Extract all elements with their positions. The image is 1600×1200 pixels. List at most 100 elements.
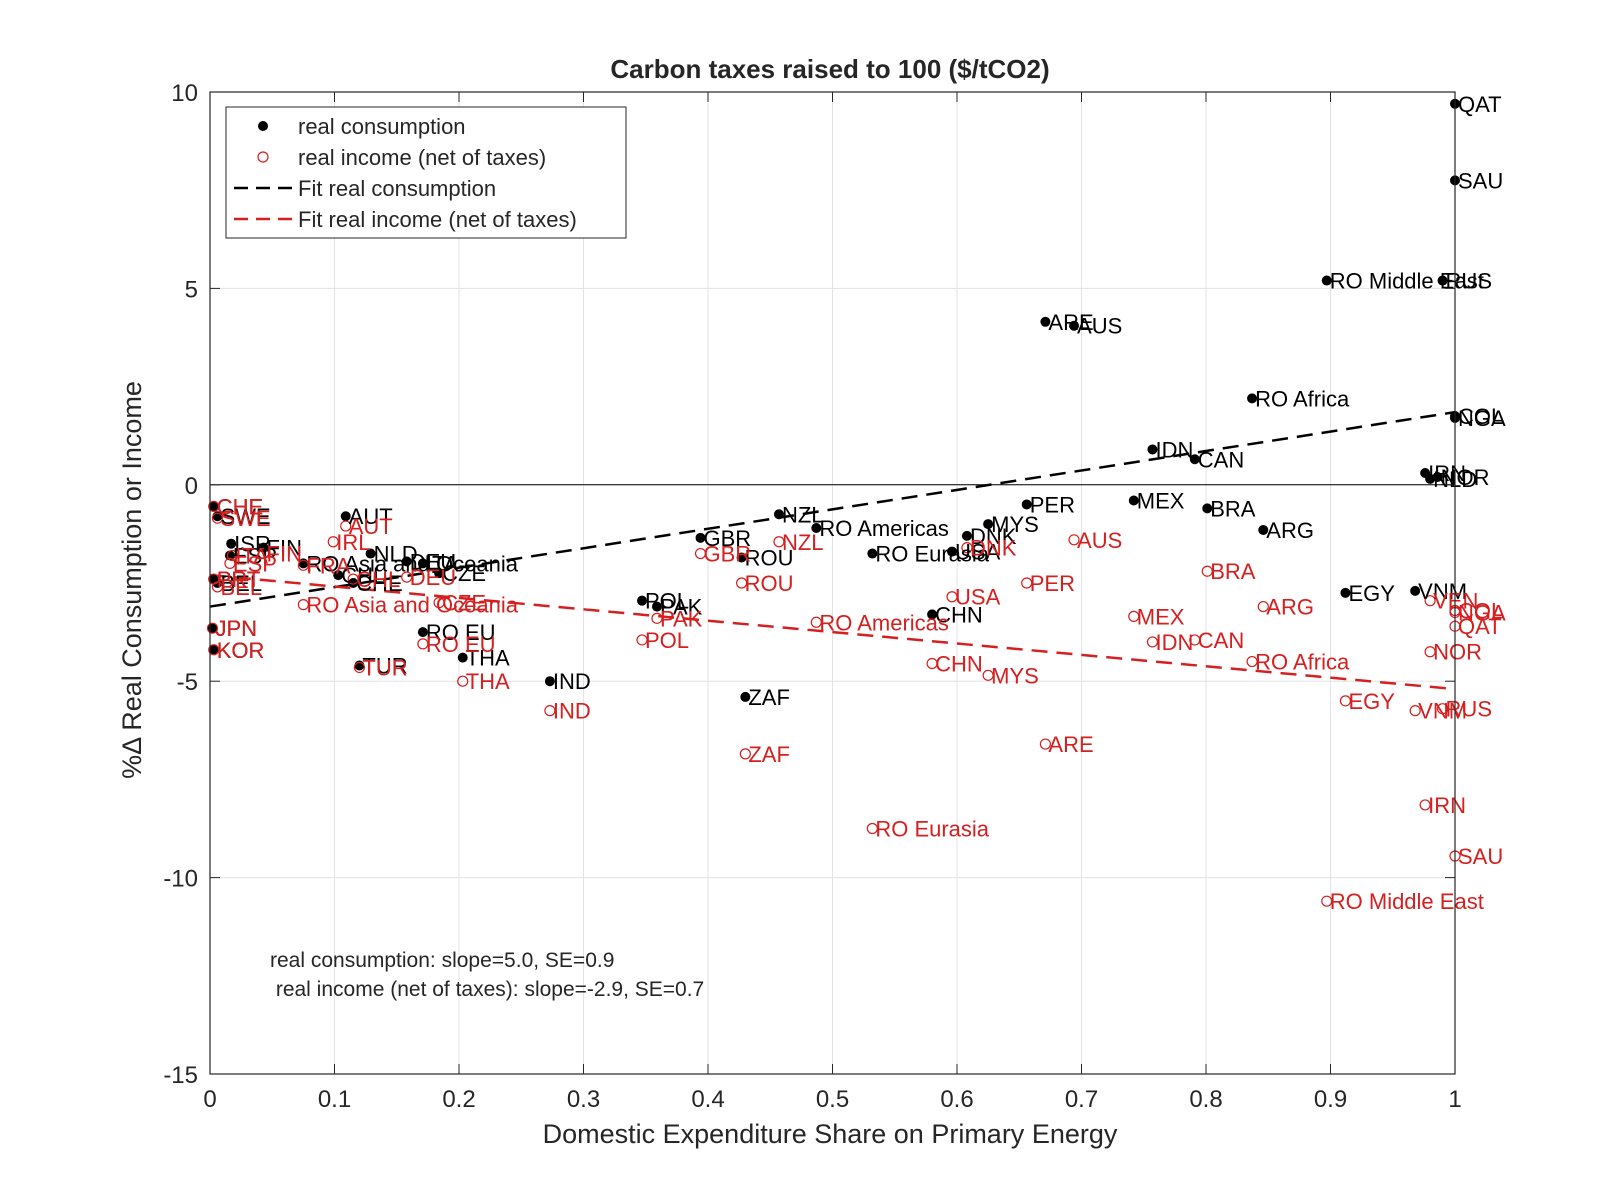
x-axis-ticks: 0 0.1 0.2 0.3 0.4 0.5 0.6 0.7 0.8 0.9 1: [203, 92, 1462, 1113]
income-point-label: PAK: [660, 606, 703, 631]
income-point: [1257, 600, 1269, 613]
income-point-label: CZE: [442, 591, 486, 616]
legend: real consumption real income (net of tax…: [225, 106, 627, 239]
income-point-label: IRN: [1428, 793, 1466, 818]
consumption-point-label: CHN: [935, 602, 983, 627]
consumption-point: [1437, 275, 1448, 286]
consumption-point: [983, 519, 994, 530]
consumption-point-label: DEU: [410, 549, 456, 574]
consumption-point-label: CAN: [1198, 447, 1244, 472]
income-point: [636, 634, 648, 646]
income-point: [1201, 565, 1213, 577]
income-point-label: ITA: [235, 544, 268, 569]
income-point: [340, 520, 352, 532]
consumption-point: [740, 691, 751, 702]
consumption-point: [417, 627, 428, 638]
income-point-label: FRA: [306, 553, 350, 578]
income-point: [297, 559, 309, 571]
consumption-point-label: USA: [955, 540, 1001, 565]
income-point-label: IRL: [336, 530, 370, 555]
x-tick-label: 0.8: [1189, 1086, 1222, 1113]
consumption-point-label: SWE: [220, 504, 270, 529]
consumption-point-label: JPN: [215, 616, 257, 641]
income-point: [736, 577, 748, 589]
income-point-label: BEL: [220, 575, 262, 600]
consumption-point: [208, 644, 219, 655]
x-tick-label: 0.7: [1065, 1086, 1098, 1113]
income-point-label: GBR: [704, 542, 752, 567]
income-point: [1146, 636, 1159, 648]
consumption-point-label: PER: [1030, 492, 1075, 517]
consumption-point-label: MEX: [1137, 489, 1185, 514]
income-point: [739, 748, 751, 760]
fit-income-line: [209, 573, 1456, 691]
consumption-point: [961, 530, 972, 541]
income-point-label: ROU: [745, 571, 794, 596]
consumption-point-label: QAT: [1458, 92, 1502, 117]
consumption-point-label: EGY: [1348, 581, 1395, 606]
income-point-label: RO EU: [426, 632, 496, 657]
income-point: [257, 547, 270, 560]
consumption-point: [773, 509, 784, 520]
income-point: [1189, 634, 1201, 646]
consumption-point-label: GBR: [704, 526, 752, 551]
consumption-point-label: THA: [466, 646, 510, 671]
x-tick-label: 0.6: [940, 1086, 973, 1113]
consumption-point-label: POL: [645, 589, 689, 614]
income-point: [401, 571, 413, 583]
chart-title: Carbon taxes raised to 100 ($/tCO2): [610, 54, 1049, 84]
x-tick-label: 0: [203, 1086, 216, 1113]
consumption-point: [417, 558, 428, 569]
income-point-label: EGY: [1348, 689, 1395, 714]
consumption-point-label: NLD: [374, 542, 418, 567]
income-point: [694, 547, 707, 560]
consumption-point: [637, 595, 648, 606]
x-tick-label: 1: [1448, 1086, 1461, 1113]
consumption-point: [867, 548, 878, 559]
y-tick-label: -15: [163, 1062, 198, 1089]
annotation-income-slope: real income (net of taxes): slope=-2.9, …: [270, 978, 704, 1001]
consumption-point-label: ARG: [1266, 518, 1314, 543]
consumption-point-label: NOR: [1441, 465, 1490, 490]
income-point-label: USA: [955, 585, 1001, 610]
consumption-point-label: IRN: [1428, 461, 1466, 486]
consumption-point: [1189, 454, 1200, 465]
income-point-label: DNK: [970, 536, 1017, 561]
consumption-point: [1069, 320, 1080, 331]
consumption-point-label: DNK: [970, 524, 1017, 549]
x-tick-label: 0.1: [318, 1086, 351, 1113]
income-point: [1246, 655, 1258, 668]
income-point-label: NOR: [1433, 640, 1482, 665]
consumption-point-label: AUT: [349, 504, 393, 529]
legend-consumption-label: real consumption: [298, 114, 466, 139]
income-point: [544, 705, 556, 717]
income-point: [773, 536, 785, 548]
income-point: [961, 542, 973, 554]
consumption-point: [1128, 495, 1139, 506]
income-point-label: QAT: [1458, 614, 1502, 639]
consumption-point-label: IND: [553, 669, 591, 694]
consumption-point-label: PAK: [660, 595, 703, 620]
consumption-point-label: CZE: [442, 561, 486, 586]
income-point-label: CHN: [935, 652, 983, 677]
income-point-label: AUT: [349, 514, 393, 539]
income-point-label: FIN: [267, 542, 302, 567]
income-point: [926, 657, 938, 670]
consumption-point-label: ITA: [426, 551, 459, 576]
income-point-label: NGA: [1458, 600, 1506, 625]
income-point-label: IND: [553, 699, 591, 724]
income-point-label: RUS: [1446, 697, 1492, 722]
x-axis-label: Domestic Expenditure Share on Primary En…: [543, 1119, 1118, 1149]
consumption-point-label: ISR: [234, 532, 271, 557]
consumption-point-label: ZAF: [748, 685, 790, 710]
consumption-point: [1021, 499, 1032, 510]
income-point-label: NZL: [782, 530, 824, 555]
income-point: [1128, 610, 1140, 622]
income-point: [866, 822, 878, 835]
consumption-point-label: RO Eurasia: [875, 542, 989, 567]
income-point: [353, 661, 365, 674]
y-axis-label: %Δ Real Consumption or Income: [117, 381, 147, 779]
income-point-label: THA: [466, 669, 510, 694]
income-point-label: CHL: [356, 567, 400, 592]
